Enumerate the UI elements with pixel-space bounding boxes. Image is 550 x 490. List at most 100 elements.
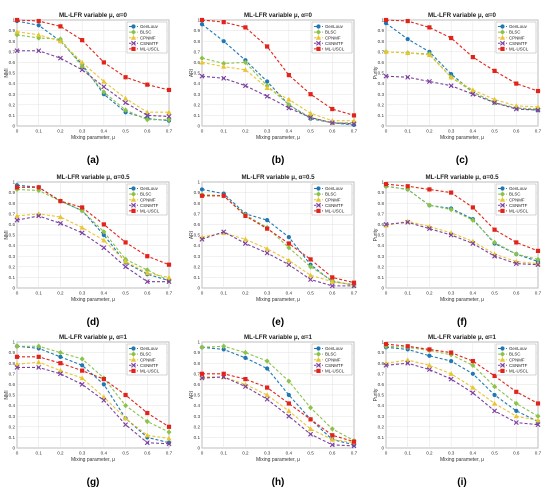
data-point — [36, 185, 41, 190]
data-point — [243, 355, 248, 360]
y-axis-label: NMI — [4, 68, 10, 77]
series-csnmtf — [199, 229, 357, 289]
data-point — [58, 24, 63, 29]
data-point — [513, 400, 519, 407]
legend-label: CSNMTF — [509, 203, 528, 208]
data-point — [264, 93, 270, 99]
series-line — [201, 188, 355, 286]
x-tick-label: 0.1 — [221, 451, 228, 456]
legend-marker — [316, 40, 321, 46]
data-point — [286, 257, 292, 263]
legend-label: ML-USCL — [140, 209, 160, 214]
series-ml-uscl — [199, 17, 357, 118]
data-point — [14, 17, 20, 23]
data-point — [513, 103, 519, 108]
legend-label: GenLouv — [325, 186, 344, 191]
legend-marker — [316, 186, 321, 191]
y-tick-label: 0.8 — [194, 39, 201, 44]
legend-marker — [500, 368, 505, 373]
series-csnmtf — [383, 360, 541, 428]
x-tick-label: 0 — [385, 451, 388, 456]
legend-label: GenLouv — [325, 346, 344, 351]
data-point — [330, 433, 335, 438]
data-point — [36, 35, 42, 41]
y-tick-label: 0 — [197, 124, 200, 129]
y-tick-label: 0.6 — [378, 60, 385, 65]
legend-marker — [499, 197, 506, 202]
x-tick-label: 0.5 — [307, 451, 314, 456]
data-point — [57, 371, 63, 377]
y-tick-label: 0.1 — [378, 435, 385, 440]
series-line — [385, 359, 539, 421]
x-tick-label: 0 — [201, 291, 204, 296]
data-point — [166, 274, 172, 280]
legend-label: CSNMTF — [509, 41, 528, 46]
legend-label: ML-USCL — [509, 369, 529, 374]
y-tick-label: 0 — [197, 286, 200, 291]
data-point — [199, 236, 205, 242]
data-point — [79, 224, 85, 230]
panel-caption: (c) — [456, 155, 468, 166]
series-cpnmf — [383, 49, 541, 110]
series-line — [385, 220, 539, 265]
y-tick-label: 0.8 — [378, 361, 385, 366]
data-point — [101, 245, 107, 251]
data-point — [14, 32, 20, 38]
data-point — [383, 21, 389, 26]
legend-marker — [316, 29, 321, 35]
legend-label: CPNMF — [325, 197, 341, 202]
x-tick-label: 0.5 — [491, 129, 498, 134]
panel-caption: (e) — [272, 317, 284, 328]
data-point — [36, 343, 42, 349]
series-ml-uscl — [14, 17, 172, 93]
legend-marker — [130, 35, 137, 40]
data-point — [330, 106, 335, 112]
data-point — [199, 22, 205, 27]
chart-panel-1: ML-LFR variable μ, α=0 0 0.1 0.2 0.3 0.4 0.5 0.… — [4, 12, 173, 166]
data-point — [351, 439, 357, 444]
chart-title: ML-LFR variable μ, α=0 — [244, 12, 312, 19]
data-point — [470, 390, 476, 396]
series-line — [16, 19, 170, 91]
x-tick-label: 0.1 — [405, 451, 412, 456]
legend-label: GenLouv — [509, 186, 528, 191]
series-line — [201, 61, 354, 122]
data-point — [426, 367, 432, 373]
data-point — [264, 358, 270, 364]
y-tick-label: 0.1 — [194, 113, 201, 118]
data-point — [166, 262, 172, 267]
data-point — [264, 246, 270, 251]
x-tick-label: 0.5 — [491, 451, 498, 456]
legend-marker — [131, 368, 136, 373]
legend-label: CPNMF — [509, 35, 525, 40]
data-point — [492, 253, 498, 259]
legend-marker — [500, 208, 505, 213]
data-point — [492, 373, 497, 379]
y-tick-label: 0.4 — [194, 243, 201, 248]
data-point — [264, 392, 270, 398]
panel-caption: (b) — [272, 155, 285, 166]
series-line — [385, 185, 539, 260]
legend-marker — [316, 191, 321, 197]
data-point — [448, 232, 454, 238]
y-axis-label: ARI — [189, 391, 195, 399]
legend-marker — [131, 46, 136, 51]
data-point — [264, 85, 270, 90]
y-tick-label: 0.9 — [194, 28, 201, 33]
data-point — [265, 226, 270, 231]
legend-marker — [316, 46, 321, 51]
y-tick-label: 0.4 — [9, 403, 16, 408]
legend-label: CPNMF — [325, 35, 341, 40]
legend-marker — [131, 346, 136, 351]
y-tick-label: 0.9 — [378, 350, 385, 355]
data-point — [330, 275, 335, 280]
data-point — [286, 413, 292, 419]
data-point — [57, 214, 64, 220]
data-point — [308, 264, 314, 270]
legend-marker — [131, 186, 136, 191]
legend-label: BLSC — [140, 192, 151, 197]
data-point — [221, 347, 226, 352]
